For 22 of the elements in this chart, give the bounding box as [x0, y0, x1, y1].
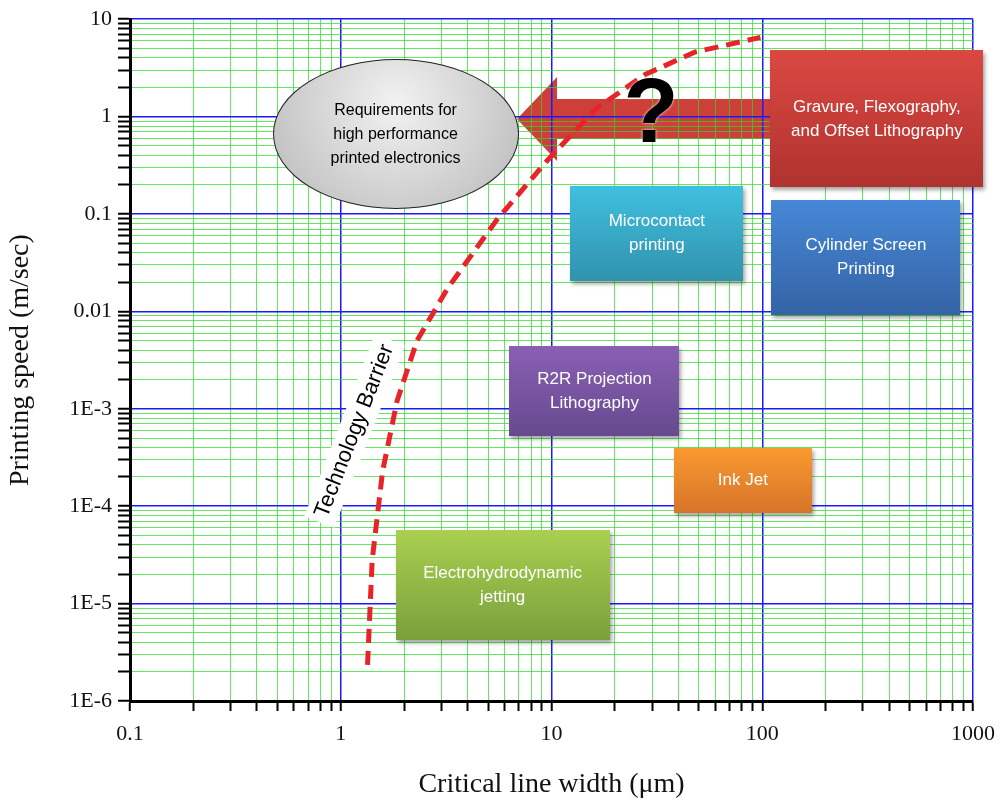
x-tick-label: 0.1 [116, 719, 144, 745]
annotation: Microcontact printing [607, 210, 707, 257]
y-tick-label: 1E-3 [69, 394, 112, 420]
y-tick-label: 1 [101, 102, 112, 128]
y-tick-label: 0.01 [73, 297, 112, 323]
annotation: R2R Projection Lithography [536, 367, 653, 414]
x-tick-label: 1000 [951, 719, 995, 745]
annotation: Electrohydrodynamic jetting [422, 562, 583, 609]
y-tick-label: 1E-5 [69, 589, 112, 615]
y-tick-label: 1E-6 [69, 686, 112, 712]
annotation: Cylinder Screen Printing [804, 234, 928, 281]
y-axis-title: Printing speed (m/sec) [3, 234, 35, 487]
x-tick-label: 10 [540, 719, 563, 745]
annotation: Gravure, Flexography, and Offset Lithography [790, 95, 964, 142]
annotation: Ink Jet [716, 469, 769, 492]
x-tick-label: 1 [335, 719, 347, 745]
x-axis-title: Critical line width (μm) [418, 766, 685, 798]
y-tick-label: 1E-4 [69, 491, 112, 517]
y-tick-label: 10 [90, 4, 112, 30]
x-tick-label: 100 [745, 719, 779, 745]
annotation: Requirements for high performance printed electronics [329, 99, 462, 168]
y-tick-label: 0.1 [84, 199, 112, 225]
